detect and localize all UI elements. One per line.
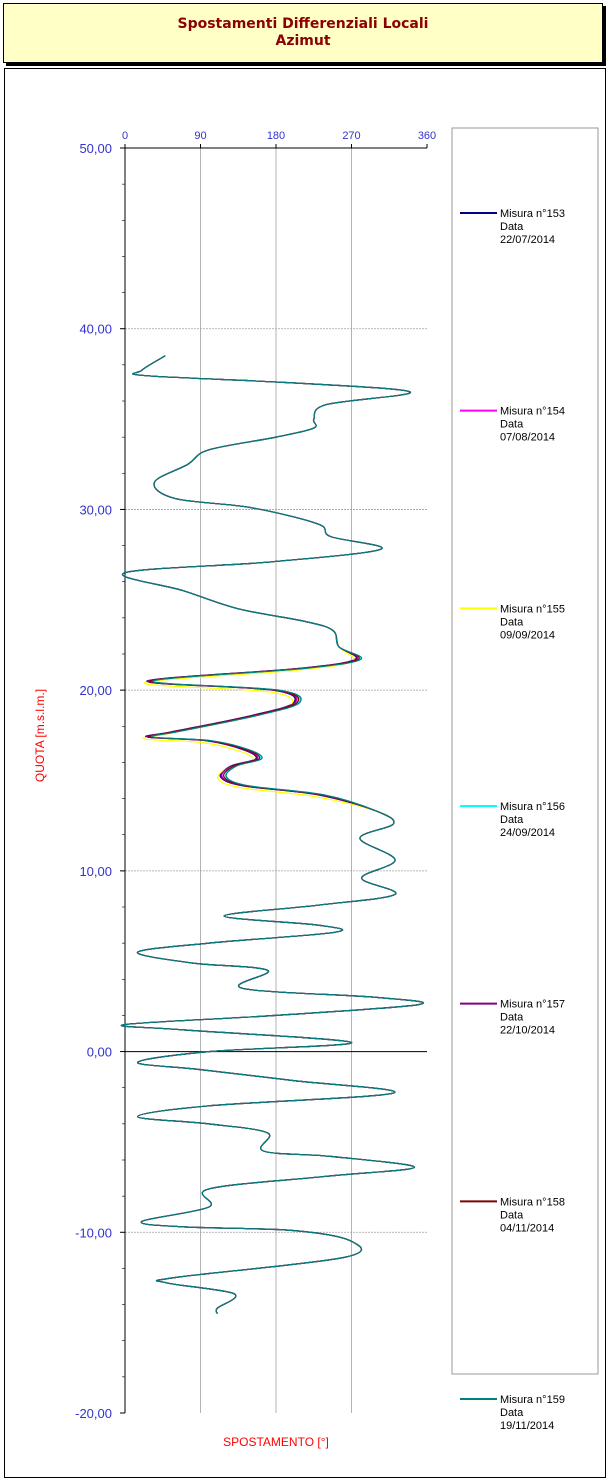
y-tick-label: 0,00 <box>87 1045 112 1060</box>
series-lines <box>120 355 425 1314</box>
legend-date-label: Data <box>500 814 524 826</box>
series-line-1 <box>120 355 425 1314</box>
legend-series-name: Misura n°155 <box>500 603 565 615</box>
y-tick-label: 20,00 <box>79 683 112 698</box>
chart-title: Spostamenti Differenziali Locali <box>177 16 429 32</box>
legend-date: 22/07/2014 <box>500 234 555 246</box>
y-axis-title: QUOTA [m.s.l.m.] <box>33 689 47 782</box>
x-tick-label: 0 <box>122 130 128 142</box>
legend-date-label: Data <box>500 221 524 233</box>
chart-subtitle: Azimut <box>275 33 331 49</box>
x-tick-label: 90 <box>194 130 206 142</box>
legend-series-name: Misura n°156 <box>500 801 565 813</box>
y-tick-label: -10,00 <box>75 1225 112 1240</box>
series-line-3 <box>120 355 425 1314</box>
y-tick-label: 10,00 <box>79 864 112 879</box>
x-tick-label: 360 <box>418 130 436 142</box>
legend-series-name: Misura n°159 <box>500 1394 565 1406</box>
legend-date: 07/08/2014 <box>500 432 555 444</box>
legend-date-label: Data <box>500 616 524 628</box>
series-line-6 <box>120 355 425 1314</box>
legend-date-label: Data <box>500 1209 524 1221</box>
series-line-5 <box>120 355 425 1314</box>
legend-box <box>451 127 599 1375</box>
x-axis-title: SPOSTAMENTO [°] <box>223 1435 329 1449</box>
legend-series-name: Misura n°154 <box>500 406 565 418</box>
legend-series-name: Misura n°153 <box>500 208 565 220</box>
legend-date: 24/09/2014 <box>500 827 555 839</box>
series-line-2 <box>120 355 425 1314</box>
y-tick-label: 30,00 <box>79 502 112 517</box>
legend-series-name: Misura n°157 <box>500 999 565 1011</box>
legend-date-label: Data <box>500 1407 524 1419</box>
legend-series-name: Misura n°158 <box>500 1196 565 1208</box>
series-line-4 <box>120 355 425 1314</box>
x-tick-label: 180 <box>267 130 285 142</box>
legend-date-label: Data <box>500 419 524 431</box>
legend-date: 22/10/2014 <box>500 1025 555 1037</box>
y-tick-label: -20,00 <box>75 1406 112 1421</box>
legend-date-label: Data <box>500 1012 524 1024</box>
chart-title-box: Spostamenti Differenziali Locali Azimut <box>3 3 603 63</box>
series-line-7 <box>120 355 425 1314</box>
axes: 0 90 180 270 360 50,00 40,00 30,00 20,00 10,00 0,0… <box>75 130 436 1421</box>
y-tick-label: 50,00 <box>79 141 112 156</box>
legend-date: 04/11/2014 <box>500 1222 554 1234</box>
legend-date: 09/09/2014 <box>500 629 555 641</box>
grid-lines <box>125 148 427 1413</box>
x-tick-label: 270 <box>342 130 360 142</box>
legend-date: 19/11/2014 <box>500 1420 554 1432</box>
y-tick-label: 40,00 <box>79 322 112 337</box>
